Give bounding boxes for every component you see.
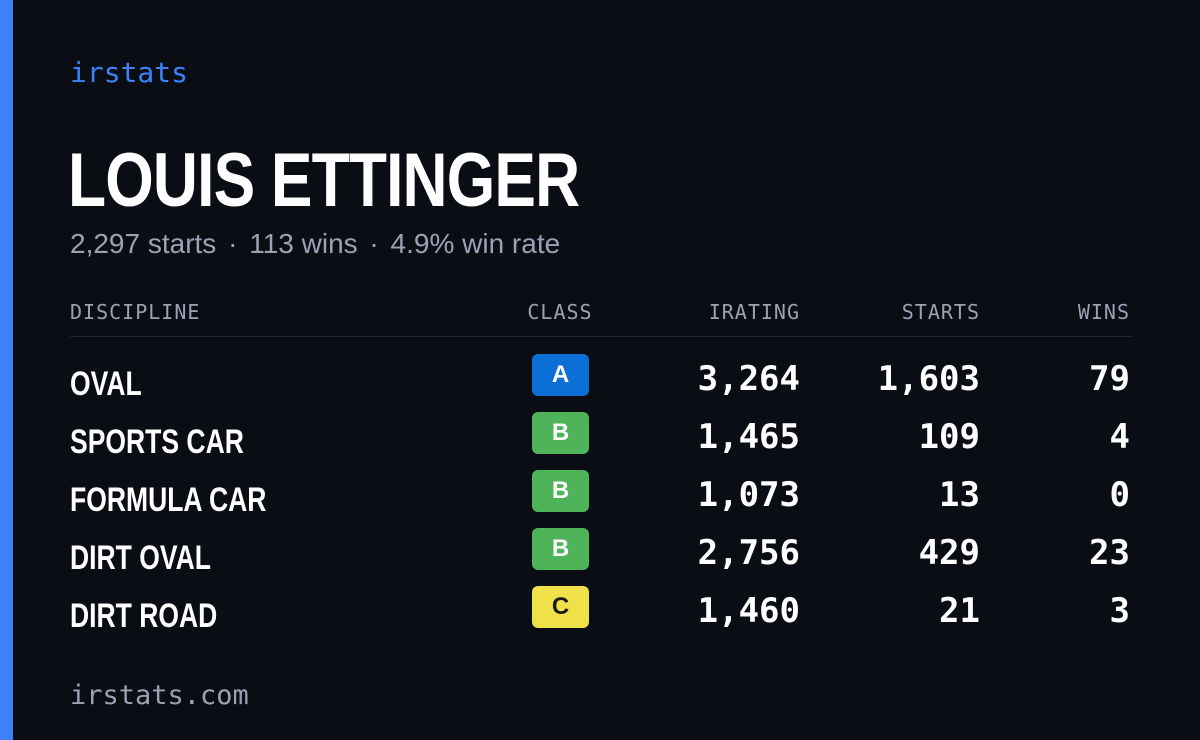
wins-value: 79 — [1089, 359, 1130, 399]
irating-value: 1,460 — [697, 591, 800, 631]
irating-value: 2,756 — [697, 533, 800, 573]
class-badge: B — [532, 528, 589, 570]
starts-value: 109 — [918, 417, 980, 457]
discipline-name: SPORTS CAR — [70, 423, 244, 461]
win-rate-summary: 4.9% win rate — [390, 228, 561, 259]
starts-value: 429 — [918, 533, 980, 573]
table-row: FORMULA CAR B 1,073 13 0 — [70, 466, 1132, 524]
table-row: DIRT ROAD C 1,460 21 3 — [70, 582, 1132, 640]
column-header-starts: STARTS — [901, 300, 980, 324]
irating-value: 3,264 — [697, 359, 800, 399]
driver-name: LOUIS ETTINGER — [68, 138, 580, 223]
discipline-table-body: OVAL A 3,264 1,603 79 SPORTS CAR B 1,465… — [70, 350, 1132, 640]
wins-value: 0 — [1109, 475, 1130, 515]
starts-value: 13 — [939, 475, 980, 515]
starts-summary: 2,297 starts — [70, 228, 217, 259]
table-row: OVAL A 3,264 1,603 79 — [70, 350, 1132, 408]
wins-value: 23 — [1089, 533, 1130, 573]
discipline-name: OVAL — [70, 365, 142, 403]
column-header-irating: IRATING — [708, 300, 800, 324]
irating-value: 1,073 — [697, 475, 800, 515]
table-header: DISCIPLINE CLASS IRATING STARTS WINS — [70, 300, 1132, 337]
table-row: DIRT OVAL B 2,756 429 23 — [70, 524, 1132, 582]
column-header-discipline: DISCIPLINE — [70, 300, 201, 324]
accent-bar — [0, 0, 13, 740]
footer-url: irstats.com — [70, 680, 249, 711]
discipline-name: DIRT OVAL — [70, 539, 211, 577]
column-header-class: CLASS — [527, 300, 593, 324]
discipline-name: DIRT ROAD — [70, 597, 218, 635]
starts-value: 21 — [939, 591, 980, 631]
wins-value: 4 — [1109, 417, 1130, 457]
irating-value: 1,465 — [697, 417, 800, 457]
wins-summary: 113 wins — [249, 228, 358, 259]
class-badge: B — [532, 470, 589, 512]
class-badge: C — [532, 586, 589, 628]
column-header-wins: WINS — [1077, 300, 1130, 324]
driver-summary: 2,297 starts · 113 wins · 4.9% win rate — [70, 228, 560, 260]
table-row: SPORTS CAR B 1,465 109 4 — [70, 408, 1132, 466]
brand-logo-text: irstats — [70, 56, 189, 89]
wins-value: 3 — [1109, 591, 1130, 631]
summary-separator: · — [228, 228, 238, 259]
summary-separator: · — [369, 228, 379, 259]
starts-value: 1,603 — [877, 359, 980, 399]
class-badge: B — [532, 412, 589, 454]
class-badge: A — [532, 354, 589, 396]
discipline-name: FORMULA CAR — [70, 481, 267, 519]
